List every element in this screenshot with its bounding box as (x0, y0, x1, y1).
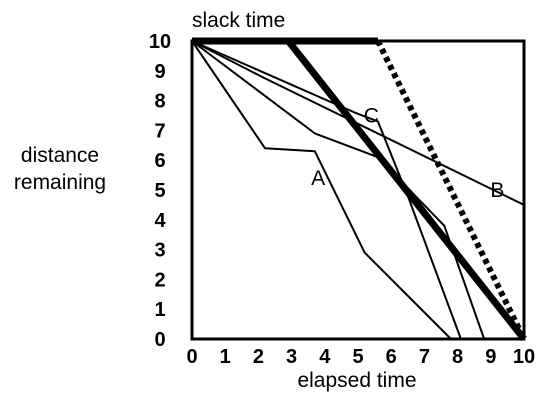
series-labels: A B C (311, 105, 504, 203)
series-line-thick-4 (192, 37, 527, 342)
plot-frame (190, 39, 526, 341)
y-axis-label-line2: remaining (14, 171, 106, 194)
x-tick-label: 1 (220, 346, 231, 368)
x-tick-label: 2 (253, 346, 264, 368)
y-tick-label: 1 (154, 299, 165, 321)
y-tick-label: 8 (154, 91, 165, 113)
y-tick-label: 6 (154, 150, 165, 172)
y-tick-label: 4 (154, 210, 166, 232)
x-tick-label: 3 (286, 346, 297, 368)
x-tick-labels: 0 1 2 3 4 5 6 7 8 9 10 (186, 346, 535, 368)
x-tick-label: 9 (485, 346, 496, 368)
y-tick-label: 7 (154, 120, 165, 142)
x-tick-label: 4 (319, 346, 331, 368)
x-tick-label: 5 (352, 346, 363, 368)
y-tick-labels: 0 1 2 3 4 5 6 7 8 9 10 (149, 31, 171, 351)
series-line-a (191, 40, 452, 340)
y-tick-label: 2 (154, 269, 165, 291)
x-tick-label: 10 (513, 346, 535, 368)
y-tick-label: 5 (154, 180, 165, 202)
x-tick-label: 6 (386, 346, 397, 368)
y-axis-label-line1: distance (21, 144, 99, 167)
y-tick-label: 0 (154, 329, 165, 351)
x-axis-label: elapsed time (297, 369, 416, 392)
series-line-c (191, 40, 486, 340)
series-label-c: C (364, 105, 379, 128)
x-tick-label: 0 (186, 346, 197, 368)
series-label-b: B (490, 179, 504, 202)
x-tick-label: 7 (419, 346, 430, 368)
y-tick-label: 10 (149, 31, 171, 53)
x-tick-label: 8 (452, 346, 463, 368)
y-tick-label: 9 (154, 61, 165, 83)
series-line-dotted-6 (375, 39, 527, 341)
series-line-thin-3 (191, 40, 462, 340)
chart-title: slack time (192, 9, 285, 32)
y-tick-label: 3 (154, 240, 165, 262)
series-layer (191, 37, 527, 342)
series-line-b (191, 40, 525, 206)
series-label-a: A (311, 167, 325, 190)
